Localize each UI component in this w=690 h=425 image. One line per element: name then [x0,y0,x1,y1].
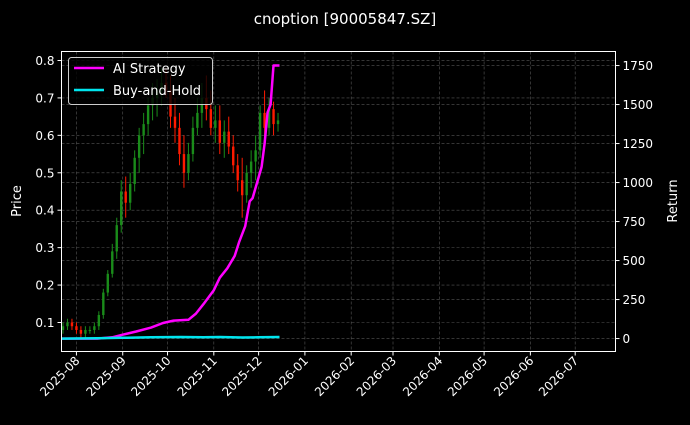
x-axis: 2025-08 2025-09 2025-10 2025-11 2025-12 2026-… [37,351,581,399]
candle-body [70,322,74,327]
candle-body [79,329,83,334]
y-label-left: Price [10,185,25,217]
candle-body [178,127,181,155]
candle-body [209,109,213,128]
y-tick-label-left: 0.1 [35,316,54,330]
candle-body [173,116,177,128]
candle-body [232,146,235,166]
legend: AI Strategy Buy-and-Hold [68,57,213,105]
legend-box [68,57,213,105]
strategy-line [61,64,280,340]
candle-body [66,322,69,327]
x-tick-label: 2026-05 [445,354,490,399]
candle-body [182,154,186,173]
candle-body [263,112,266,128]
x-tick-label: 2026-04 [400,354,445,399]
y-tick-label-left: 0.3 [35,241,54,255]
candle-body [84,329,87,334]
candle-body [115,225,118,252]
y-tick-label-right: 1250 [623,137,654,151]
candle-body [267,109,271,128]
candle-body [249,161,253,173]
candle-body [236,165,239,181]
y-tick-label-right: 0 [623,332,631,346]
candle-body [111,251,114,274]
x-tick-label: 2026-01 [266,354,311,399]
candle-body [146,105,150,125]
candle-body [88,329,92,331]
y-axis-left: 0.1 0.2 0.3 0.4 0.5 0.6 0.7 0.8 [35,54,62,330]
y-tick-label-left: 0.5 [35,166,54,180]
candle-body [240,180,244,196]
y-label-right: Return [666,179,681,222]
y-tick-label-right: 250 [623,293,646,307]
y-tick-label-right: 1750 [623,59,654,73]
x-tick-label: 2026-07 [536,354,581,399]
x-tick-label: 2025-09 [83,354,128,399]
series-lines [61,64,280,340]
x-tick-label: 2025-08 [37,354,82,399]
candle-body [128,184,132,203]
candle-body [227,131,230,147]
candle-body [61,326,65,330]
candle-body [272,109,275,125]
candle-body [97,315,101,327]
y-tick-label-right: 1500 [623,98,654,112]
x-tick-label: 2026-03 [354,354,399,399]
candle-body [187,154,190,173]
candle-body [214,120,217,128]
candle-body [200,97,204,113]
x-tick-label: 2025-10 [128,354,173,399]
candle-body [245,172,248,196]
x-tick-label: 2025-11 [175,354,220,399]
y-tick-label-right: 750 [623,215,646,229]
x-tick-label: 2026-06 [491,354,536,399]
candle-body [196,112,199,128]
buyhold-line [61,335,280,340]
candle-body [276,120,280,125]
chart-title: cnoption [90005847.SZ] [254,10,437,28]
y-tick-label-left: 0.2 [35,279,54,293]
candle-body [124,191,127,203]
y-axis-right: 0 250 500 750 1000 1250 1500 1750 [615,59,654,346]
candle-body [106,273,109,293]
x-tick-label: 2026-02 [312,354,357,399]
candle-body [137,135,141,158]
candle-body [254,150,257,162]
candle-body [102,292,105,316]
y-tick-label-left: 0.7 [35,91,54,105]
y-tick-label-left: 0.6 [35,129,54,143]
candle-body [223,131,226,143]
y-tick-label-right: 500 [623,254,646,268]
candle-body [191,127,195,155]
candle-body [218,120,221,143]
candle-body [142,124,145,136]
x-tick-label: 2025-12 [219,354,264,399]
grid [61,51,616,352]
y-tick-label-left: 0.8 [35,54,54,68]
candle-body [75,326,78,330]
legend-label-buyhold: Buy-and-Hold [113,84,201,99]
candle-body [120,191,123,226]
candles [61,67,280,338]
candle-body [93,326,96,330]
y-tick-label-right: 1000 [623,176,654,190]
candle-body [258,112,262,151]
candle-body [133,157,136,185]
y-tick-label-left: 0.4 [35,204,54,218]
plot-frame [61,51,616,352]
legend-label-strategy: AI Strategy [113,62,186,77]
